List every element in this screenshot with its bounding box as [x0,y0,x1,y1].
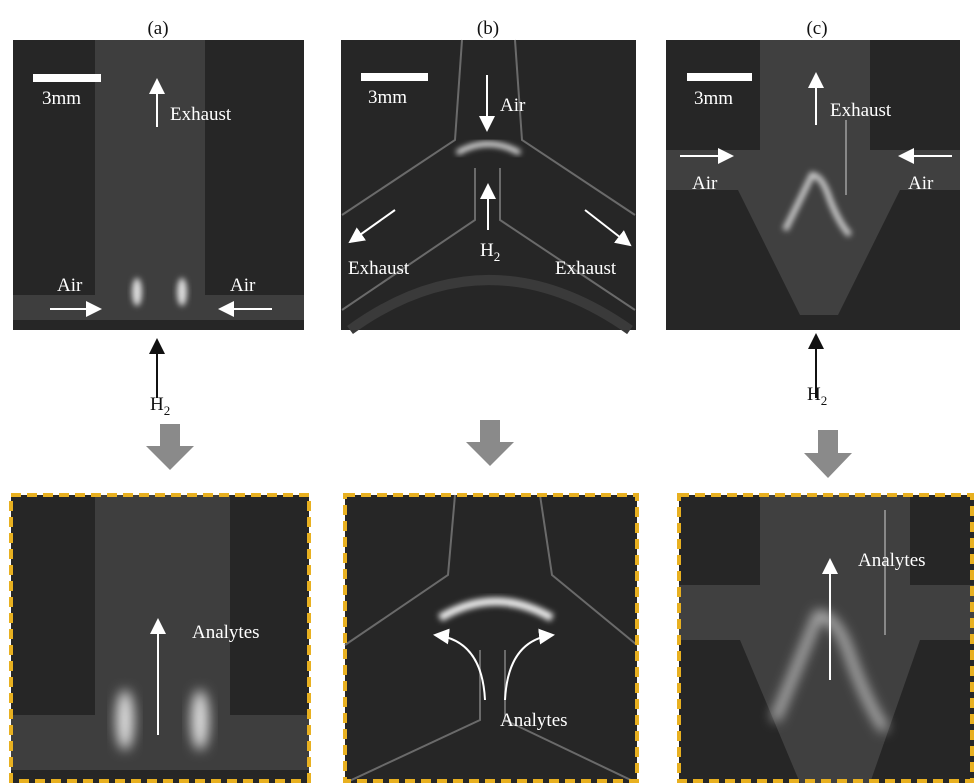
annotation: Exhaust [170,104,232,125]
h2: H [480,240,494,261]
annotation: Air [908,173,934,194]
down-arrow [146,424,194,470]
annotation: H2 [807,384,827,408]
annotation: Analytes [192,622,260,643]
zoom-a: Analytes [11,495,309,783]
h2-sub: 2 [821,393,828,408]
annotation: Exhaust [830,100,892,121]
annotation: Analytes [500,710,568,731]
h2: H [807,384,821,405]
scale-bar-label: 3mm [368,87,407,108]
down-arrow [804,430,852,478]
figure: (a) (b) (c) 3mm Exhaust Air Air H2 3mm A… [0,0,974,783]
annotation: H2 [150,394,170,418]
annotation: Air [500,95,526,116]
scale-bar-label: 3mm [694,88,733,109]
h2-sub: 2 [164,403,171,418]
image-a: 3mm Exhaust Air Air [13,40,304,330]
panel-label: (c) [806,18,827,39]
annotation: Air [692,173,718,194]
image-b: 3mm Air H2 Exhaust Exhaust [341,40,636,330]
annotation: Exhaust [348,258,410,279]
image-c: 3mm Exhaust Air Air [666,40,960,330]
annotation: Air [230,275,256,296]
annotation: Analytes [858,550,926,571]
h2: H [150,394,164,415]
down-arrow [466,420,514,466]
annotation: Air [57,275,83,296]
panel-label: (a) [147,18,168,39]
h2-sub: 2 [494,249,501,264]
annotation: Exhaust [555,258,617,279]
zoom-c: Analytes [679,495,974,783]
zoom-b: Analytes [345,495,637,783]
scale-bar-label: 3mm [42,88,81,109]
panel-label: (b) [477,18,499,39]
